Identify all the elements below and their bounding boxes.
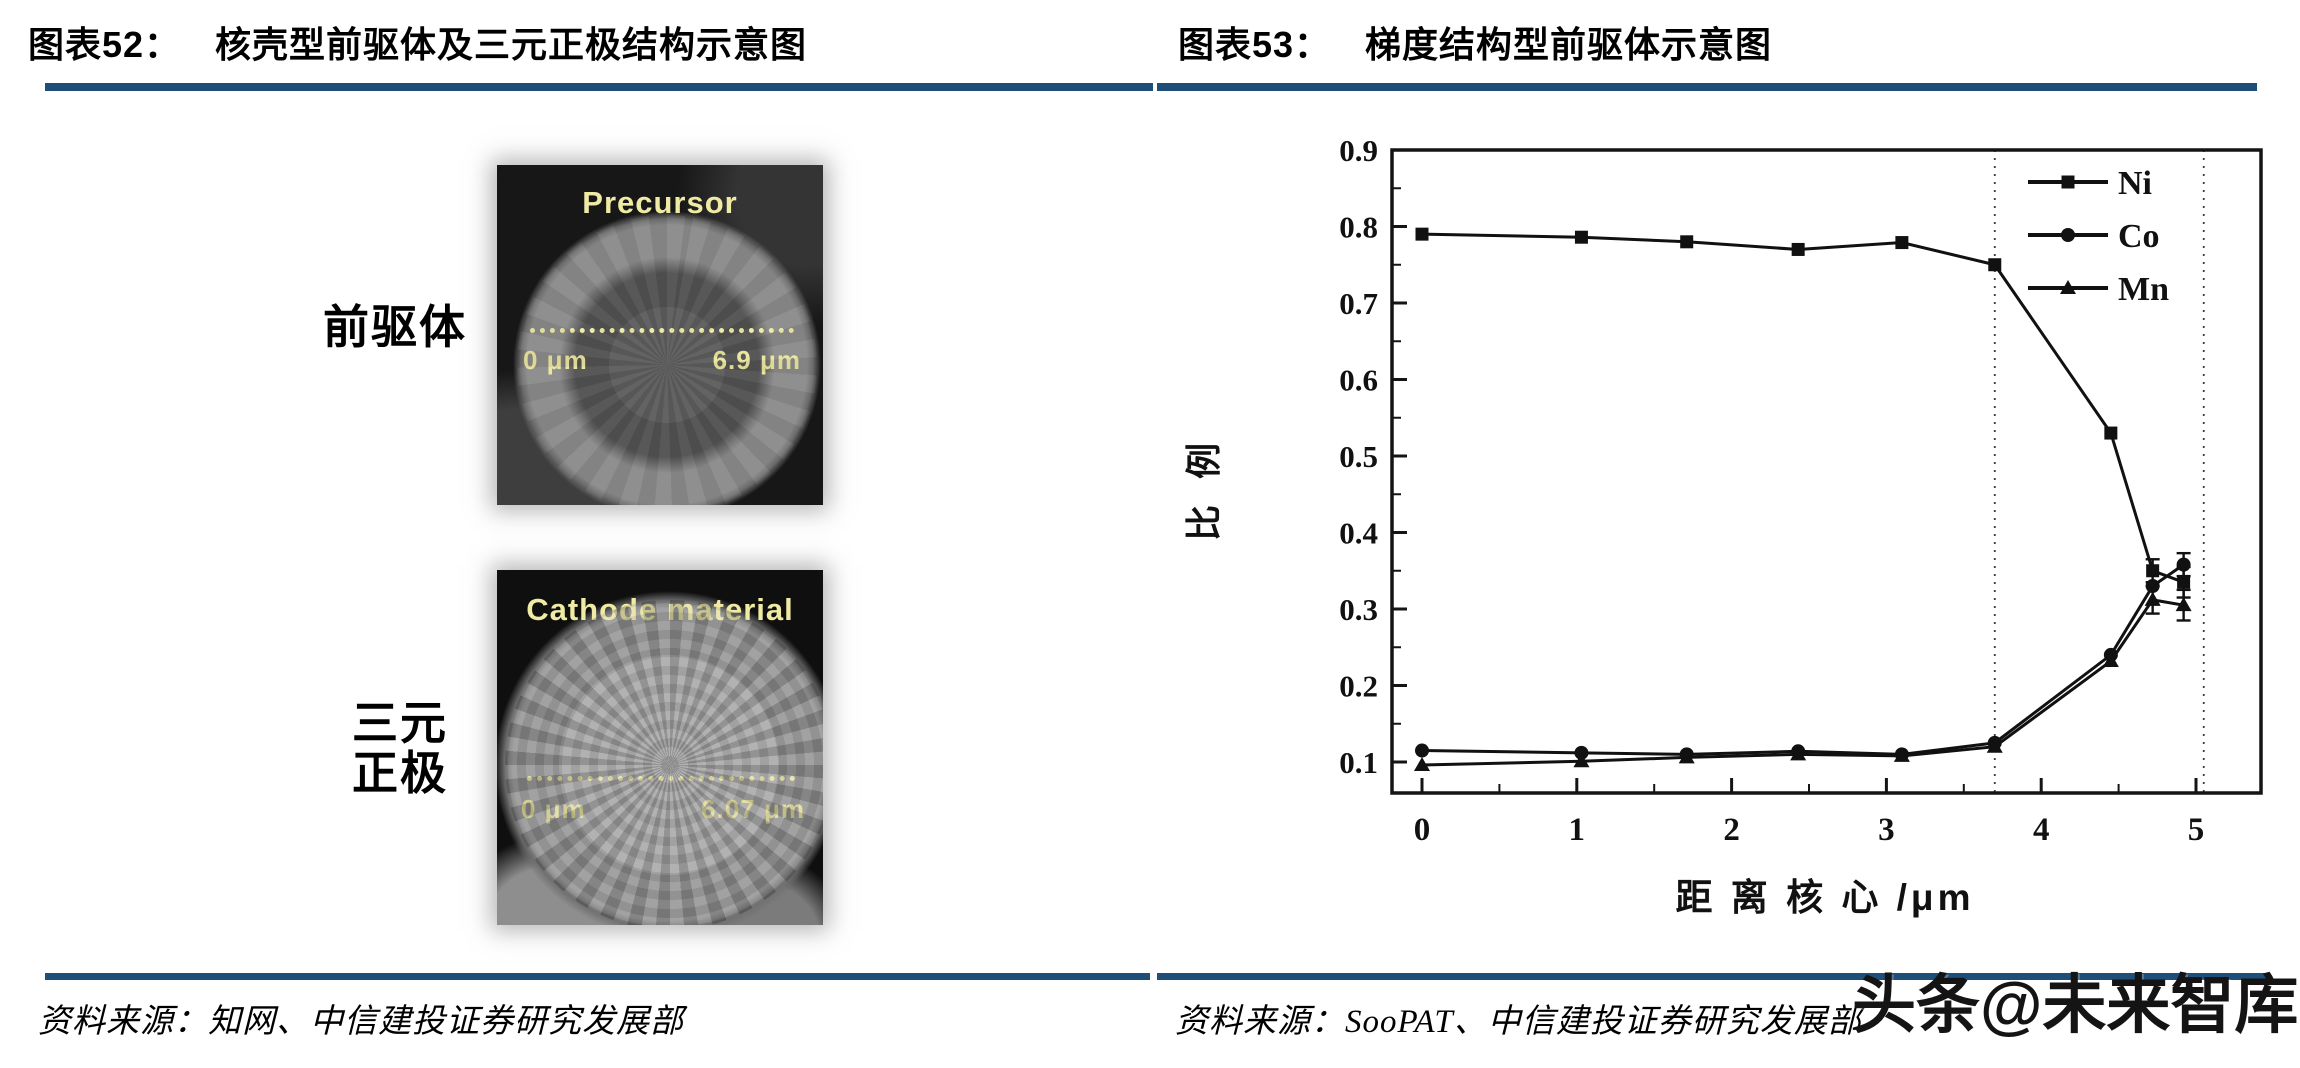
- square-marker: [2177, 575, 2191, 589]
- precursor-sem-image: Precursor 0 μm 6.9 μm: [497, 165, 823, 505]
- y-tick-label: 0.8: [1339, 210, 1378, 245]
- cathode-row-label-line1: 三元: [352, 697, 448, 749]
- circle-marker: [2176, 557, 2191, 572]
- triangle-marker: [2175, 597, 2192, 612]
- triangle-marker: [1986, 738, 2003, 753]
- left-title-rule: [45, 83, 1153, 91]
- triangle-marker: [2060, 280, 2076, 294]
- triangle-marker: [1678, 749, 1695, 764]
- cathode-row-label-line2: 正极: [352, 747, 448, 799]
- triangle-marker: [2102, 653, 2119, 668]
- triangle-marker: [1573, 753, 1590, 768]
- square-marker: [1415, 227, 1429, 241]
- cathode-sem-image: Cathode material 0 μm 6.07 μm: [497, 570, 823, 925]
- x-tick-label: 3: [1878, 812, 1895, 848]
- circle-marker: [1415, 743, 1429, 758]
- right-source-text: 资料来源：SooPAT、中信建投证券研究发展部: [1175, 1004, 1862, 1040]
- cathode-row-label: 三元 正极: [305, 698, 495, 798]
- precursor-row-label: 前驱体: [323, 301, 467, 353]
- series-line-Mn: [1421, 598, 2184, 767]
- y-tick-label: 0.9: [1339, 133, 1378, 168]
- right-figure-title: 图表53： 梯度结构型前驱体示意图: [1178, 16, 1772, 68]
- series-Ni: [1415, 227, 2191, 599]
- right-figure-title-text: 梯度结构型前驱体示意图: [1365, 24, 1773, 65]
- left-figure-title: 图表52： 核壳型前驱体及三元正极结构示意图: [28, 16, 807, 68]
- square-marker: [2146, 564, 2160, 578]
- right-source-separator: [1157, 973, 2270, 980]
- square-marker: [2061, 175, 2075, 189]
- right-figure-number: 图表53：: [1178, 24, 1332, 65]
- plot-frame: [1390, 148, 2263, 795]
- right-title-rule: [1157, 83, 2257, 91]
- left-source-separator: [45, 973, 1150, 980]
- square-marker: [1988, 258, 2002, 272]
- x-tick-label: 2: [1723, 812, 1740, 848]
- y-axis-label: 比 例: [1183, 435, 1224, 541]
- y-tick-label: 0.6: [1339, 363, 1378, 398]
- x-tick-label: 1: [1569, 812, 1586, 848]
- legend-entry-Ni: Ni: [2028, 165, 2152, 202]
- circle-marker: [1574, 745, 1589, 760]
- cathode-scalebar-line: [527, 776, 795, 781]
- cathode-scale-right: 6.07 μm: [701, 794, 805, 824]
- precursor-scale-right: 6.9 μm: [712, 345, 801, 375]
- square-marker: [1574, 230, 1588, 244]
- x-axis-label: 距 离 核 心 /μm: [1676, 877, 1975, 918]
- precursor-scalebar-line: [530, 328, 794, 333]
- square-marker: [1791, 242, 1805, 256]
- series-Mn: [1414, 584, 2192, 772]
- legend-entry-Mn: Mn: [2028, 271, 2169, 308]
- square-marker: [2104, 426, 2118, 440]
- legend-label: Ni: [2118, 165, 2152, 202]
- series-line-Co: [1421, 563, 2185, 756]
- left-figure-title-text: 核壳型前驱体及三元正极结构示意图: [215, 24, 808, 65]
- cathode-caption: Cathode material: [526, 592, 794, 627]
- y-tick-label: 0.3: [1339, 592, 1378, 627]
- left-source-text: 资料来源：知网、中信建投证券研究发展部: [38, 1004, 684, 1040]
- precursor-scale-left: 0 μm: [523, 345, 588, 375]
- x-tick-label: 4: [2033, 812, 2050, 848]
- series-Co: [1415, 551, 2191, 762]
- legend-label: Co: [2118, 218, 2160, 255]
- square-marker: [1895, 236, 1909, 250]
- x-tick-label: 0: [1414, 812, 1431, 848]
- y-tick-label: 0.2: [1339, 669, 1378, 704]
- y-tick-label: 0.4: [1339, 516, 1378, 551]
- circle-marker: [2061, 228, 2075, 242]
- y-tick-label: 0.5: [1339, 439, 1378, 474]
- triangle-marker: [1790, 746, 1807, 761]
- y-tick-label: 0.1: [1339, 745, 1378, 780]
- triangle-marker: [2144, 591, 2161, 606]
- left-figure-number: 图表52：: [28, 24, 182, 65]
- x-tick-label: 5: [2188, 812, 2205, 848]
- y-tick-label: 0.7: [1339, 286, 1378, 321]
- cathode-scale-left: 0 μm: [521, 794, 586, 824]
- legend-label: Mn: [2118, 271, 2169, 308]
- gradient-structure-chart: 0.1 0.2 0.3 0.4 0.5 0.6 0.7 0.8 0.9 0 1 2 3 4 5 比 例距 离 …: [1170, 88, 2300, 968]
- line-chart-svg: 0.1 0.2 0.3 0.4 0.5 0.6 0.7 0.8 0.9 0 1 2 3 4 5 比 例距 离 …: [1183, 133, 2263, 918]
- triangle-marker: [1893, 747, 1910, 762]
- square-marker: [1680, 235, 1694, 249]
- triangle-marker: [1414, 757, 1430, 772]
- legend-entry-Co: Co: [2028, 218, 2160, 255]
- watermark-text: 头条@未来智库: [1852, 969, 2299, 1041]
- precursor-caption: Precursor: [582, 185, 738, 220]
